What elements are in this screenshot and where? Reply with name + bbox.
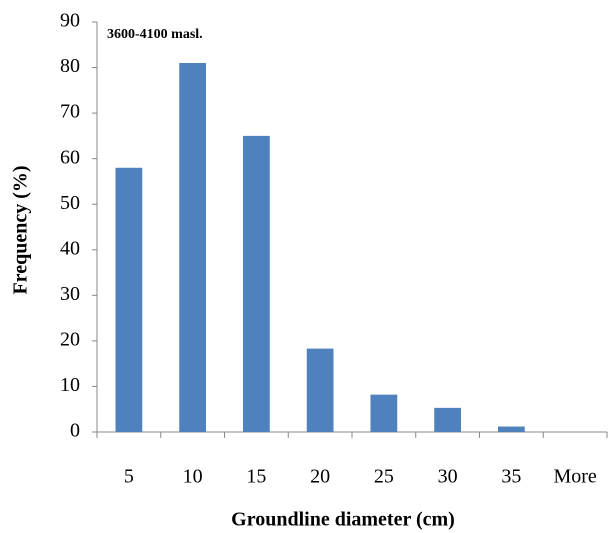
x-tick-label: More (553, 466, 596, 488)
y-tick-label: 50 (60, 192, 80, 214)
y-tick-label: 30 (60, 283, 80, 305)
x-axis-title: Groundline diameter (cm) (231, 509, 455, 531)
y-tick-label: 80 (60, 55, 80, 77)
y-tick-label: 60 (60, 146, 80, 168)
x-tick-label: 35 (501, 466, 521, 488)
x-tick-label: 5 (124, 466, 134, 488)
annotation: 3600-4100 masl. (107, 27, 203, 42)
bar (370, 394, 398, 432)
y-axis-title: Frequency (%) (10, 165, 32, 294)
bar (115, 167, 143, 432)
bar (179, 63, 207, 432)
y-tick-label: 70 (60, 101, 80, 123)
y-tick-label: 40 (60, 237, 80, 259)
y-tick-label: 90 (60, 10, 80, 32)
bar (242, 135, 270, 432)
bar (497, 426, 525, 432)
x-tick-label: 15 (246, 466, 266, 488)
y-tick-label: 20 (60, 328, 80, 350)
bar (306, 348, 334, 432)
x-tick-label: 10 (183, 466, 203, 488)
y-tick-label: 10 (60, 374, 80, 396)
x-tick-label: 25 (374, 466, 394, 488)
y-tick-label: 0 (70, 420, 80, 442)
x-tick-label: 20 (310, 466, 330, 488)
bar (434, 407, 462, 432)
x-tick-label: 30 (438, 466, 458, 488)
